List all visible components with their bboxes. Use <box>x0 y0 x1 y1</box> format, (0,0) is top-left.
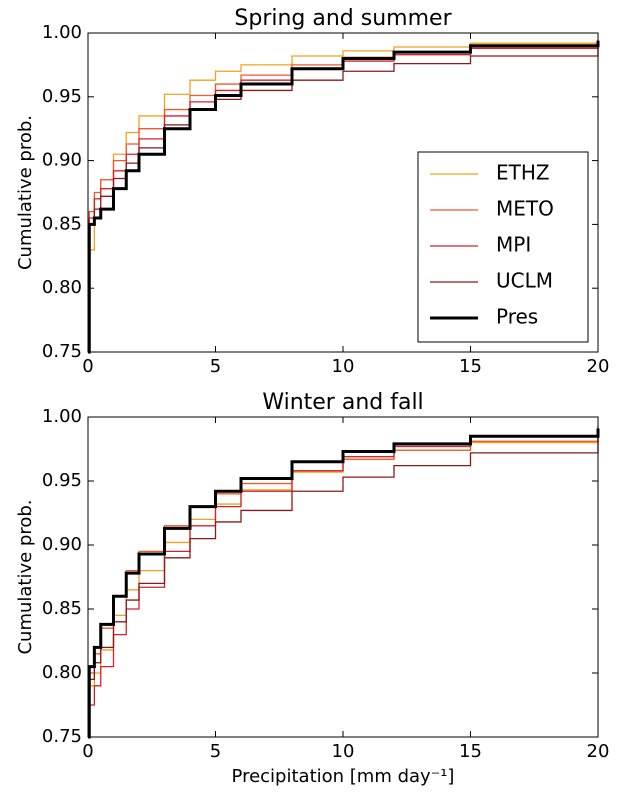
legend-label: UCLM <box>496 269 553 293</box>
y-axis-label: Cumulative prob. <box>15 499 36 654</box>
x-tick-label: 20 <box>587 356 610 377</box>
y-tick-label: 0.80 <box>42 662 82 683</box>
y-tick-label: 0.90 <box>42 534 82 555</box>
legend-label: Pres <box>496 305 538 329</box>
x-tick-label: 5 <box>210 741 221 762</box>
plot-frame <box>87 416 599 738</box>
y-tick-label: 0.95 <box>42 86 82 107</box>
y-tick-label: 1.00 <box>42 22 82 43</box>
plot-frame <box>87 32 599 353</box>
series-line <box>87 428 600 739</box>
legend-box <box>417 151 589 343</box>
y-tick-label: 0.80 <box>42 277 82 298</box>
y-tick-label: 0.75 <box>42 726 82 747</box>
x-tick-label: 0 <box>82 356 93 377</box>
x-tick-label: 10 <box>332 741 355 762</box>
x-axis-label: Precipitation [mm day⁻¹] <box>232 766 455 787</box>
legend-label: METO <box>496 197 554 221</box>
x-tick-label: 15 <box>459 741 482 762</box>
y-tick-label: 0.90 <box>42 150 82 171</box>
y-tick-label: 0.75 <box>42 341 82 362</box>
x-tick-label: 10 <box>332 356 355 377</box>
y-axis-label: Cumulative prob. <box>15 115 36 270</box>
y-tick-label: 0.85 <box>42 213 82 234</box>
x-tick-label: 20 <box>587 741 610 762</box>
legend-label: ETHZ <box>496 161 550 185</box>
x-tick-label: 15 <box>459 356 482 377</box>
chart-title: Spring and summer <box>234 6 452 31</box>
x-tick-label: 0 <box>82 741 93 762</box>
legend-label: MPI <box>496 233 531 257</box>
chart-title: Winter and fall <box>262 390 423 415</box>
y-tick-label: 0.85 <box>42 598 82 619</box>
x-tick-label: 5 <box>210 356 221 377</box>
y-tick-label: 1.00 <box>42 406 82 427</box>
series-line <box>87 40 600 354</box>
y-tick-label: 0.95 <box>42 470 82 491</box>
series-line <box>88 436 599 738</box>
